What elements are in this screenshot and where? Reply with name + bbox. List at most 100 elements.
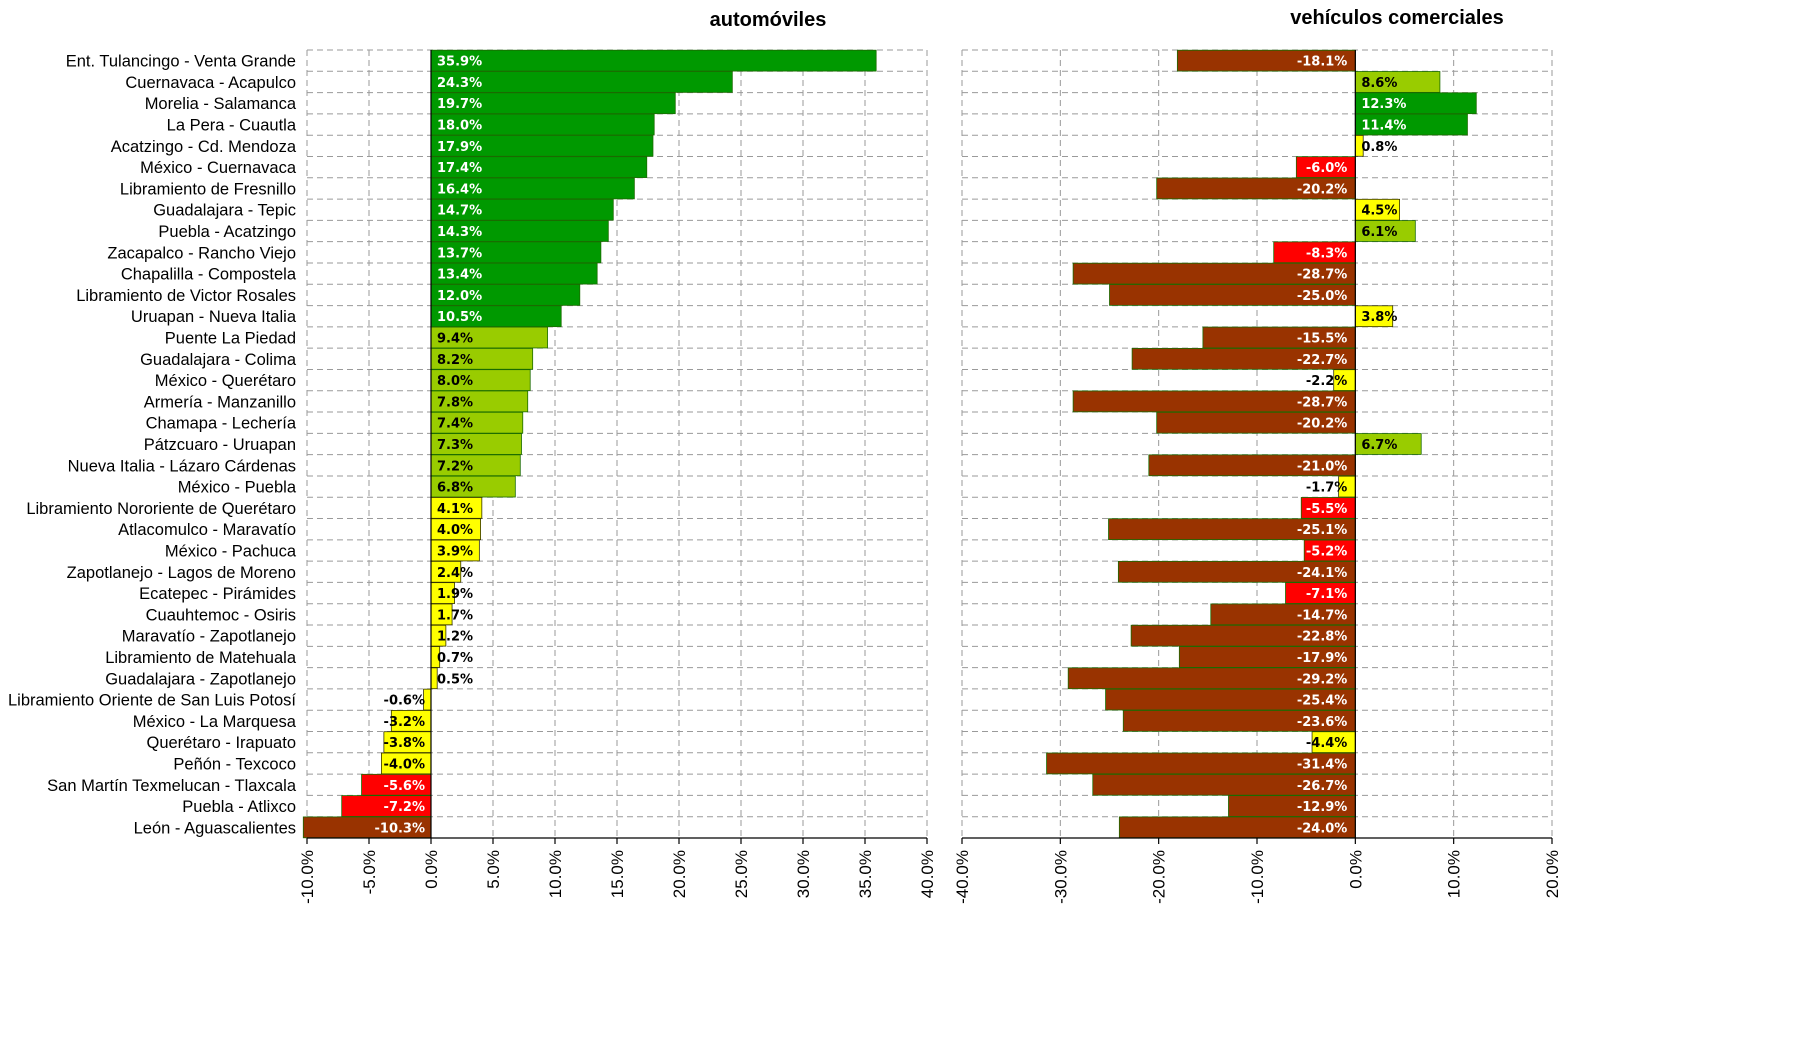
data-label: 35.9%	[437, 55, 482, 70]
category-label: Puebla - Atlixco	[182, 798, 296, 816]
data-label: 6.7%	[1361, 438, 1397, 453]
data-label: 24.3%	[437, 76, 482, 91]
category-label: Zacapalco - Rancho Viejo	[107, 244, 296, 262]
data-label: -28.7%	[1297, 395, 1348, 410]
x-tick-label: 10.0%	[1445, 850, 1464, 898]
category-label: México - La Marquesa	[133, 713, 297, 731]
data-label: 0.8%	[1361, 140, 1397, 155]
x-tick-label: -10.0%	[1248, 850, 1267, 904]
data-label: -0.6%	[384, 694, 425, 709]
data-label: -12.9%	[1297, 800, 1348, 815]
data-label: -24.0%	[1297, 821, 1348, 836]
data-label: 4.0%	[437, 523, 473, 538]
data-label: 1.9%	[437, 587, 473, 602]
category-label: Maravatío - Zapotlanejo	[122, 628, 296, 646]
data-label: 17.4%	[437, 161, 482, 176]
data-label: -7.2%	[384, 800, 425, 815]
data-label: -20.2%	[1297, 182, 1348, 197]
data-label: 12.0%	[437, 289, 482, 304]
data-label: -2.2%	[1306, 374, 1347, 389]
category-label: Guadalajara - Zapotlanejo	[105, 670, 296, 688]
data-label: 3.9%	[437, 544, 473, 559]
x-tick-label: -30.0%	[1051, 850, 1070, 904]
data-label: -8.3%	[1306, 246, 1347, 261]
x-tick-label: 30.0%	[794, 850, 813, 898]
x-tick-label: 5.0%	[484, 850, 503, 889]
data-label: 8.6%	[1361, 76, 1397, 91]
data-label: -22.8%	[1297, 630, 1348, 645]
category-label: Nueva Italia - Lázaro Cárdenas	[68, 457, 296, 475]
data-label: -3.8%	[384, 736, 425, 751]
x-tick-label: -40.0%	[953, 850, 972, 904]
category-label: San Martín Texmelucan - Tlaxcala	[47, 777, 297, 795]
data-label: 13.7%	[437, 246, 482, 261]
x-tick-label: 0.0%	[1346, 850, 1365, 889]
data-label: 6.1%	[1361, 225, 1397, 240]
data-label: 19.7%	[437, 97, 482, 112]
category-label: Libramiento de Fresnillo	[120, 180, 296, 198]
category-label: Ecatepec - Pirámides	[139, 585, 296, 603]
data-label: 10.5%	[437, 310, 482, 325]
x-tick-label: 10.0%	[546, 850, 565, 898]
data-label: -1.7%	[1306, 481, 1347, 496]
data-label: -26.7%	[1297, 779, 1348, 794]
data-label: 11.4%	[1361, 119, 1406, 134]
data-label: 6.8%	[437, 481, 473, 496]
data-label: 18.0%	[437, 119, 482, 134]
data-label: -5.6%	[384, 779, 425, 794]
x-tick-label: -20.0%	[1150, 850, 1169, 904]
data-label: 7.3%	[437, 438, 473, 453]
category-label: México - Puebla	[178, 479, 297, 497]
data-label: 4.5%	[1361, 204, 1397, 219]
data-label: -15.5%	[1297, 332, 1348, 347]
bar	[430, 49, 877, 72]
x-tick-label: -10.0%	[298, 850, 317, 904]
x-tick-label: 15.0%	[608, 850, 627, 898]
category-label: Pátzcuaro - Uruapan	[144, 436, 296, 454]
category-label: México - Pachuca	[165, 542, 297, 560]
category-label: Chapalilla - Compostela	[121, 266, 297, 284]
data-label: 12.3%	[1361, 97, 1406, 112]
category-label: Chamapa - Lechería	[146, 415, 297, 433]
data-label: 9.4%	[437, 332, 473, 347]
data-label: -20.2%	[1297, 417, 1348, 432]
category-label: Libramiento de Matehuala	[105, 649, 297, 667]
data-label: 13.4%	[437, 268, 482, 283]
data-label: 16.4%	[437, 182, 482, 197]
category-label: León - Aguascalientes	[134, 819, 296, 837]
category-label: La Pera - Cuautla	[167, 117, 297, 135]
data-label: 3.8%	[1361, 310, 1397, 325]
chart-title-automoviles: automóviles	[710, 9, 827, 31]
x-tick-label: 35.0%	[856, 850, 875, 898]
category-label: Puente La Piedad	[165, 330, 296, 348]
data-label: 8.2%	[437, 353, 473, 368]
data-label: -4.0%	[384, 757, 425, 772]
data-label: -21.0%	[1297, 459, 1348, 474]
data-label: -18.1%	[1297, 55, 1348, 70]
data-label: -10.3%	[375, 821, 426, 836]
category-label: Cuernavaca - Acapulco	[125, 74, 296, 92]
data-label: -25.1%	[1297, 523, 1348, 538]
data-label: -5.5%	[1306, 502, 1347, 517]
data-label: -3.2%	[384, 715, 425, 730]
category-label: Atlacomulco - Maravatío	[118, 521, 296, 539]
category-label: Libramiento Oriente de San Luis Potosí	[8, 692, 296, 710]
data-label: 1.2%	[437, 630, 473, 645]
data-label: 17.9%	[437, 140, 482, 155]
data-label: 0.7%	[437, 651, 473, 666]
data-label: -23.6%	[1297, 715, 1348, 730]
data-label: -25.0%	[1297, 289, 1348, 304]
data-label: 2.4%	[437, 566, 473, 581]
category-label: Acatzingo - Cd. Mendoza	[111, 138, 297, 156]
data-label: 7.4%	[437, 417, 473, 432]
category-label: Libramiento de Victor Rosales	[76, 287, 296, 305]
category-label: Uruapan - Nueva Italia	[131, 308, 297, 326]
data-label: -24.1%	[1297, 566, 1348, 581]
data-label: -25.4%	[1297, 694, 1348, 709]
data-label: 0.5%	[437, 672, 473, 687]
data-label: -28.7%	[1297, 268, 1348, 283]
data-label: 1.7%	[437, 608, 473, 623]
category-label: Peñón - Texcoco	[173, 755, 296, 773]
